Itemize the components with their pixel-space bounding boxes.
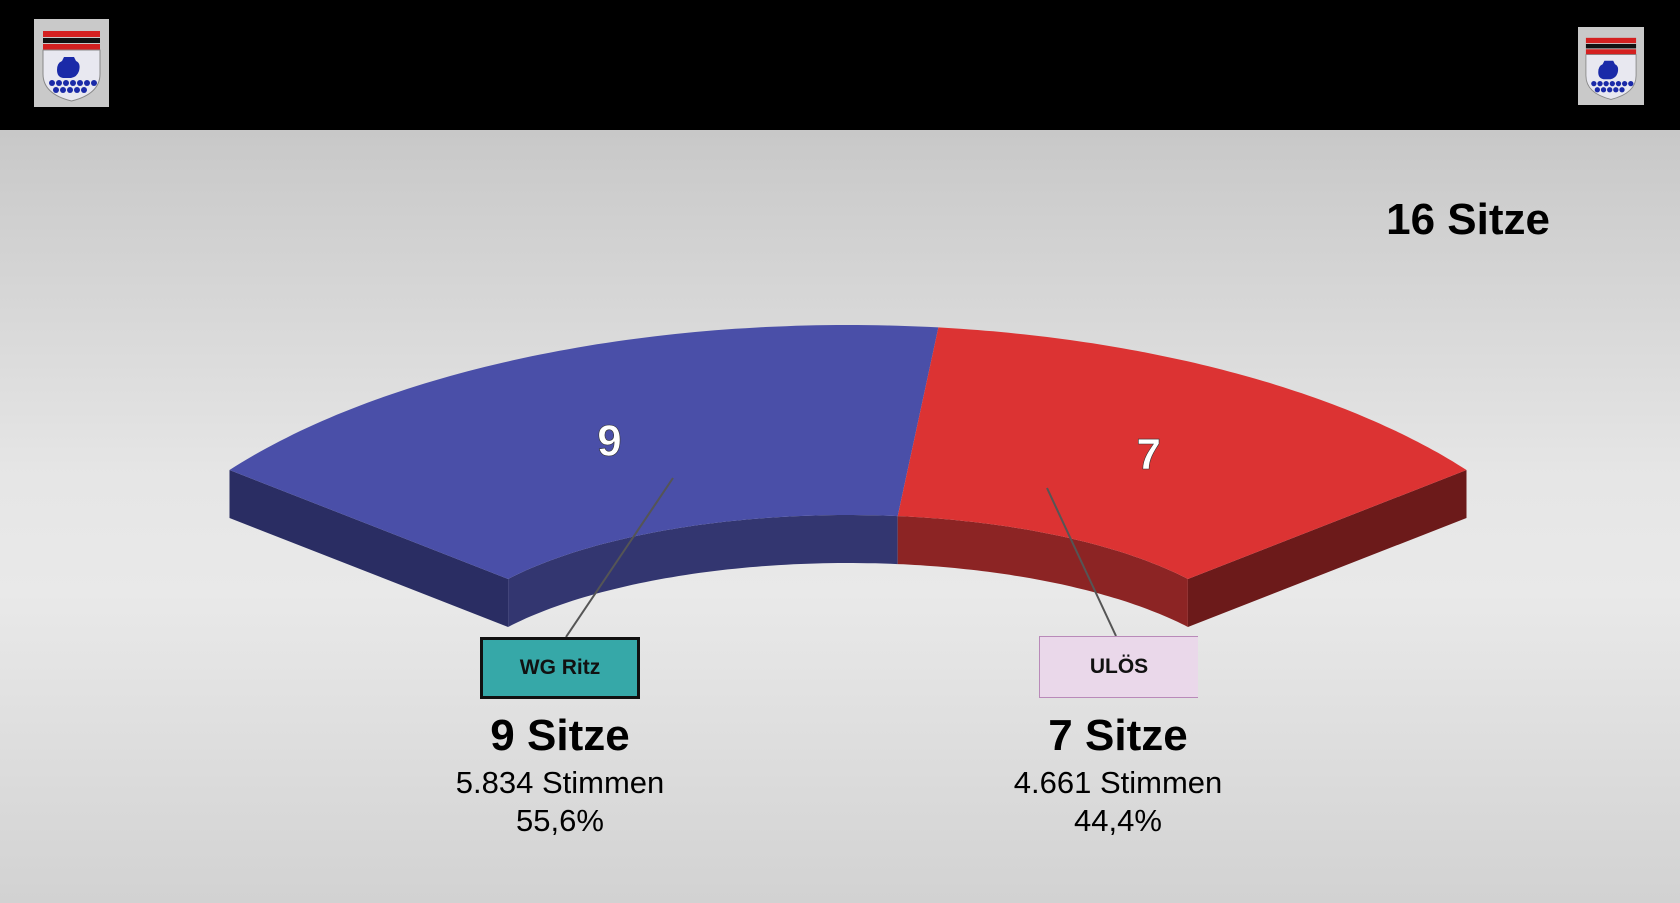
slice-seats-label: 7	[1137, 430, 1161, 479]
vote-percentage: 44,4%	[1074, 803, 1162, 838]
slice	[897, 327, 1467, 579]
header-bar	[0, 0, 1680, 130]
coat-of-arms-icon	[34, 19, 109, 107]
votes-count: 4.661 Stimmen	[1013, 765, 1223, 800]
party-label-wg-ritz: WG Ritz	[480, 637, 640, 699]
total-seats-label: 16 Sitze	[1386, 195, 1550, 244]
vote-percentage: 55,6%	[516, 803, 604, 838]
slice-side	[1187, 470, 1467, 627]
coat-of-arms-icon	[1578, 27, 1644, 105]
slice-seats-label: 9	[597, 416, 621, 465]
leader-line	[565, 477, 674, 638]
slice-side	[229, 470, 509, 627]
seats-count: 7 Sitze	[1048, 711, 1188, 760]
party-label-ulos: ULÖS	[1039, 636, 1198, 698]
slice-inner-wall	[897, 516, 1188, 627]
votes-count: 5.834 Stimmen	[455, 765, 665, 800]
result-wg-ritz: 9 Sitze 5.834 Stimmen 55,6%	[400, 708, 720, 840]
leader-line	[1046, 487, 1117, 637]
seats-count: 9 Sitze	[490, 711, 630, 760]
slice	[229, 325, 939, 579]
result-ulos: 7 Sitze 4.661 Stimmen 44,4%	[958, 708, 1278, 840]
slice-inner-wall	[508, 515, 898, 627]
